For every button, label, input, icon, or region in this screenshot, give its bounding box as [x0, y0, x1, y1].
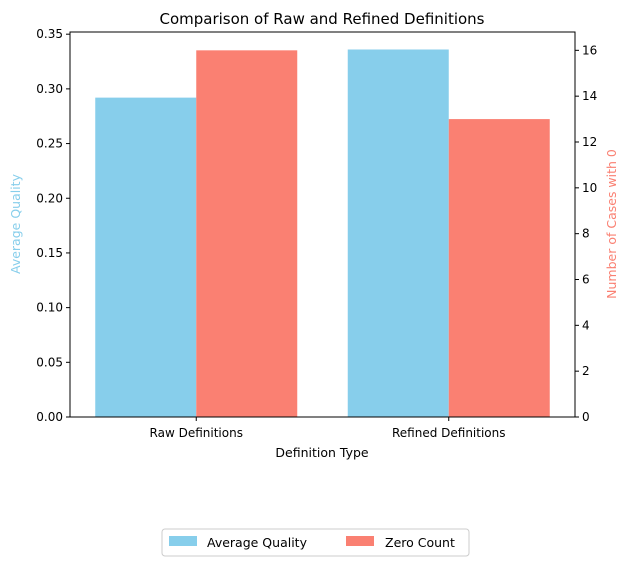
left-tick-label: 0.00 [36, 410, 63, 424]
x-axis: Raw Definitions Refined Definitions [150, 417, 506, 440]
right-tick-label: 4 [582, 318, 590, 332]
legend-label-zero-count: Zero Count [385, 535, 455, 550]
legend-swatch-zero-count [346, 536, 374, 546]
left-tick-label: 0.05 [36, 355, 63, 369]
right-tick-label: 8 [582, 227, 590, 241]
left-tick-label: 0.25 [36, 137, 63, 151]
right-axis: 0 2 4 6 8 10 12 14 16 [575, 43, 597, 424]
bar-average-quality-raw-definitions [95, 97, 197, 417]
left-tick-label: 0.15 [36, 246, 63, 260]
chart-title: Comparison of Raw and Refined Definition… [159, 10, 484, 28]
right-tick-label: 10 [582, 181, 597, 195]
x-axis-title: Definition Type [275, 445, 369, 460]
right-axis-title: Number of Cases with 0 [604, 149, 619, 299]
x-tick-label-raw-definitions: Raw Definitions [150, 426, 243, 440]
left-tick-label: 0.30 [36, 82, 63, 96]
left-axis-title: Average Quality [8, 173, 23, 274]
legend-swatch-average-quality [169, 536, 197, 546]
left-tick-label: 0.35 [36, 27, 63, 41]
legend: Average Quality Zero Count [161, 528, 470, 557]
right-tick-label: 14 [582, 89, 597, 103]
legend-frame [161, 528, 470, 557]
left-tick-label: 0.10 [36, 301, 63, 315]
x-tick-label-refined-definitions: Refined Definitions [392, 426, 506, 440]
plot-frame [69, 31, 576, 418]
right-tick-label: 16 [582, 43, 597, 57]
right-tick-label: 6 [582, 273, 590, 287]
right-tick-label: 2 [582, 364, 590, 378]
legend-label-average-quality: Average Quality [207, 535, 308, 550]
right-tick-label: 0 [582, 410, 590, 424]
bars-group [95, 49, 550, 417]
right-tick-label: 12 [582, 135, 597, 149]
bar-zero-count-refined-definitions [448, 119, 550, 417]
bar-average-quality-refined-definitions [347, 49, 449, 417]
left-tick-label: 0.20 [36, 191, 63, 205]
bar-zero-count-raw-definitions [196, 50, 298, 417]
left-axis: 0.00 0.05 0.10 0.15 0.20 0.25 0.30 0.35 [36, 27, 70, 424]
